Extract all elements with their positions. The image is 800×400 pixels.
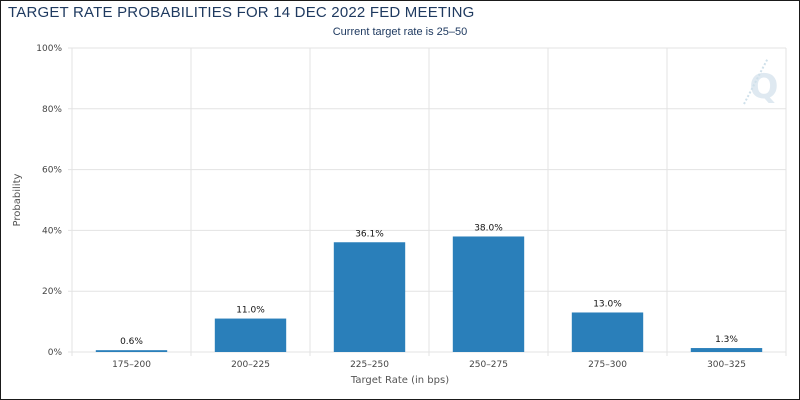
bar-data-label: 1.3%	[715, 335, 738, 345]
x-tick-label: 250–275	[469, 360, 508, 370]
chart-title: TARGET RATE PROBABILITIES FOR 14 DEC 202…	[8, 4, 475, 21]
bar[interactable]	[214, 318, 287, 352]
chart-subtitle: Current target rate is 25–50	[332, 26, 468, 38]
x-tick-label: 200–225	[231, 360, 270, 370]
bar[interactable]	[571, 312, 644, 352]
bar-data-label: 36.1%	[355, 229, 384, 239]
y-axis-title: Probability	[12, 173, 23, 226]
y-tick-label: 100%	[36, 44, 62, 54]
labels-layer: 0% 20% 40% 60% 80% 100% 0.6% 175–200 11.0% 200–22…	[36, 44, 746, 370]
x-tick-label: 175–200	[112, 360, 151, 370]
bar-data-label: 13.0%	[593, 299, 622, 309]
bar[interactable]	[690, 348, 763, 352]
bar-data-label: 38.0%	[474, 223, 503, 233]
grid-layer	[68, 47, 787, 356]
x-tick-label: 275–300	[588, 360, 627, 370]
bar[interactable]	[333, 242, 406, 352]
y-tick-label: 80%	[42, 105, 62, 115]
y-tick-label: 0%	[48, 348, 63, 358]
bars-layer	[95, 236, 763, 352]
logo-letter: Q	[750, 67, 779, 107]
quikstrike-logo-icon: Q	[743, 57, 779, 107]
x-tick-label: 300–325	[707, 360, 746, 370]
y-tick-label: 40%	[42, 226, 62, 236]
y-tick-label: 20%	[42, 287, 62, 297]
bar-data-label: 0.6%	[120, 337, 143, 347]
bar[interactable]	[95, 350, 168, 352]
y-tick-label: 60%	[42, 166, 62, 176]
x-tick-label: 225–250	[350, 360, 389, 370]
bar-data-label: 11.0%	[236, 306, 265, 316]
x-axis-title: Target Rate (in bps)	[350, 375, 449, 386]
bar[interactable]	[452, 236, 525, 352]
